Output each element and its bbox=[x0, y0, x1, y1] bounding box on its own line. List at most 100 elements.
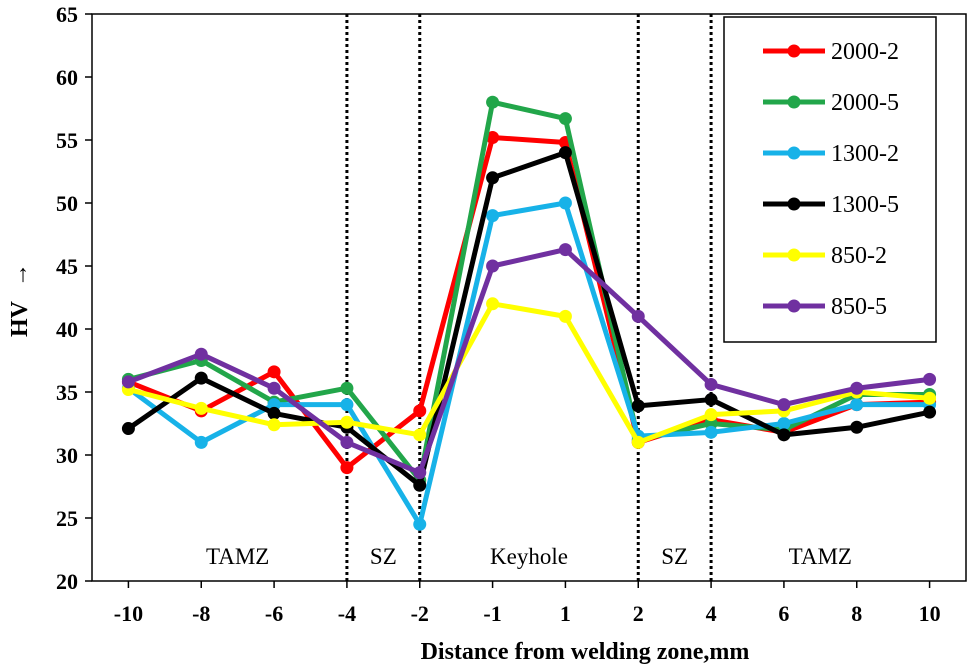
data-point bbox=[923, 372, 937, 386]
series-line bbox=[127, 99, 930, 483]
data-point bbox=[267, 406, 281, 420]
data-point bbox=[194, 401, 208, 415]
x-tick-label: -8 bbox=[192, 601, 210, 626]
y-tick-label: 35 bbox=[56, 380, 78, 405]
legend-swatch-marker bbox=[787, 44, 801, 58]
legend-label: 1300-2 bbox=[831, 141, 899, 167]
y-tick-label: 50 bbox=[56, 191, 78, 216]
x-tick-label: 2 bbox=[633, 601, 644, 626]
data-point bbox=[777, 428, 791, 442]
data-point bbox=[340, 461, 354, 475]
axes bbox=[91, 13, 967, 582]
data-point bbox=[923, 405, 937, 419]
zone-label: TAMZ bbox=[206, 544, 269, 569]
data-point bbox=[704, 393, 718, 407]
data-point bbox=[486, 259, 500, 273]
y-axis-title: HV → bbox=[7, 263, 33, 337]
zone-boundary-lines bbox=[345, 14, 713, 581]
y-axis-ticks: 20 25 30 35 40 45 50 55 60 65 bbox=[56, 2, 92, 594]
x-tick-label: 10 bbox=[919, 601, 941, 626]
y-tick-label: 25 bbox=[56, 506, 78, 531]
legend-box bbox=[723, 16, 937, 343]
series-line bbox=[127, 134, 930, 471]
y-tick-label: 60 bbox=[56, 65, 78, 90]
legend-label: 2000-2 bbox=[831, 39, 899, 65]
y-axis-title-text: HV bbox=[7, 300, 33, 337]
data-point bbox=[340, 381, 354, 395]
y-tick-label: 55 bbox=[56, 128, 78, 153]
legend-swatch-marker bbox=[787, 299, 801, 313]
series-layer bbox=[121, 95, 937, 531]
x-tick-label: 6 bbox=[778, 601, 789, 626]
series-line bbox=[126, 150, 931, 488]
data-point bbox=[413, 428, 427, 442]
data-point bbox=[194, 347, 208, 361]
data-point bbox=[340, 398, 354, 412]
data-point bbox=[267, 381, 281, 395]
data-point bbox=[631, 399, 645, 413]
y-tick-label: 65 bbox=[56, 2, 78, 27]
data-point bbox=[340, 435, 354, 449]
data-point bbox=[704, 377, 718, 391]
data-point bbox=[413, 478, 427, 492]
legend-swatch-marker bbox=[787, 197, 801, 211]
series-850-5 bbox=[121, 243, 937, 480]
data-point bbox=[413, 404, 427, 418]
data-point bbox=[121, 422, 135, 436]
legend-label: 850-2 bbox=[831, 243, 887, 269]
x-tick-label: 8 bbox=[851, 601, 862, 626]
data-point bbox=[704, 408, 718, 422]
data-point bbox=[923, 391, 937, 405]
data-point bbox=[194, 371, 208, 385]
series-line bbox=[126, 200, 930, 527]
legend-swatch-marker bbox=[787, 95, 801, 109]
x-tick-label: -6 bbox=[265, 601, 283, 626]
x-tick-label: -1 bbox=[483, 601, 501, 626]
data-point bbox=[558, 112, 572, 126]
data-point bbox=[777, 417, 791, 430]
data-point bbox=[340, 415, 354, 429]
series-line bbox=[127, 301, 930, 445]
legend-swatch-marker bbox=[787, 248, 801, 262]
series-line bbox=[127, 247, 930, 476]
legend-swatch-marker bbox=[787, 146, 801, 160]
x-tick-label: -2 bbox=[411, 601, 429, 626]
legend-label: 1300-5 bbox=[831, 192, 899, 218]
x-axis-ticks: -10 -8 -6 -4 -2 -1 1 2 4 6 8 10 bbox=[114, 581, 941, 626]
data-point bbox=[704, 425, 718, 439]
zone-label: SZ bbox=[661, 544, 688, 569]
x-tick-label: -4 bbox=[338, 601, 356, 626]
legend: 2000-2 2000-5 1300-2 1300-5 850-2 850-5 bbox=[723, 16, 937, 343]
data-point bbox=[558, 309, 572, 323]
y-tick-label: 45 bbox=[56, 254, 78, 279]
svg-text:HV→: HV → bbox=[7, 263, 33, 337]
zone-label: TAMZ bbox=[789, 544, 852, 569]
data-point bbox=[558, 243, 572, 257]
data-point bbox=[194, 435, 208, 449]
zone-label: SZ bbox=[370, 544, 397, 569]
data-point bbox=[413, 517, 427, 531]
x-axis-title: Distance from welding zone,mm bbox=[421, 639, 750, 665]
data-point bbox=[267, 365, 281, 379]
y-tick-label: 40 bbox=[56, 317, 78, 342]
data-point bbox=[486, 171, 500, 185]
data-point bbox=[777, 398, 791, 412]
legend-label: 2000-5 bbox=[831, 90, 899, 116]
series-1300-5 bbox=[121, 146, 937, 492]
data-point bbox=[486, 130, 500, 144]
data-point bbox=[631, 435, 645, 449]
data-point bbox=[486, 95, 500, 109]
plot-area-frame bbox=[91, 13, 967, 582]
data-point bbox=[558, 196, 572, 210]
legend-label: 850-5 bbox=[831, 294, 887, 320]
x-tick-label: 4 bbox=[706, 601, 717, 626]
data-point bbox=[486, 209, 500, 223]
data-point bbox=[267, 418, 281, 432]
data-point bbox=[413, 466, 427, 480]
data-point bbox=[558, 146, 572, 160]
y-tick-label: 20 bbox=[56, 569, 78, 594]
data-point bbox=[850, 398, 864, 412]
data-point bbox=[486, 297, 500, 311]
zone-labels: TAMZ SZ Keyhole SZ TAMZ bbox=[206, 544, 852, 569]
